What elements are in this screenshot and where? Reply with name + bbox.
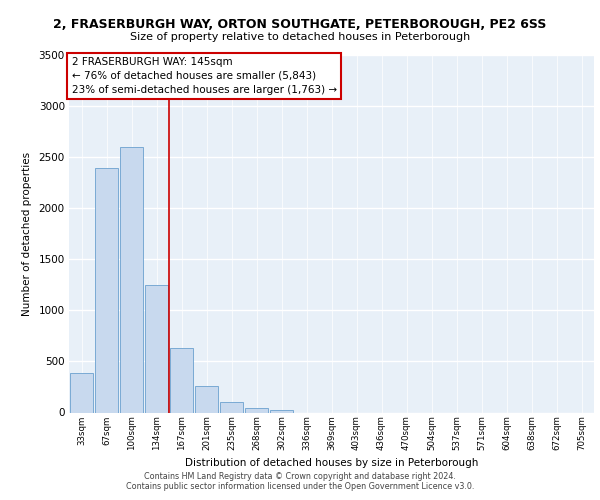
Text: Contains HM Land Registry data © Crown copyright and database right 2024.
Contai: Contains HM Land Registry data © Crown c…: [126, 472, 474, 491]
X-axis label: Distribution of detached houses by size in Peterborough: Distribution of detached houses by size …: [185, 458, 478, 468]
Bar: [145, 285, 169, 412]
Bar: [119, 147, 143, 412]
Bar: [170, 348, 193, 412]
Text: 2, FRASERBURGH WAY, ORTON SOUTHGATE, PETERBOROUGH, PE2 6SS: 2, FRASERBURGH WAY, ORTON SOUTHGATE, PET…: [53, 18, 547, 30]
Bar: [95, 168, 118, 412]
Bar: [70, 372, 94, 412]
Bar: [220, 402, 244, 412]
Bar: [269, 410, 293, 412]
Text: Size of property relative to detached houses in Peterborough: Size of property relative to detached ho…: [130, 32, 470, 42]
Y-axis label: Number of detached properties: Number of detached properties: [22, 152, 32, 316]
Text: 2 FRASERBURGH WAY: 145sqm
← 76% of detached houses are smaller (5,843)
23% of se: 2 FRASERBURGH WAY: 145sqm ← 76% of detac…: [71, 57, 337, 95]
Bar: [194, 386, 218, 412]
Bar: [245, 408, 268, 412]
